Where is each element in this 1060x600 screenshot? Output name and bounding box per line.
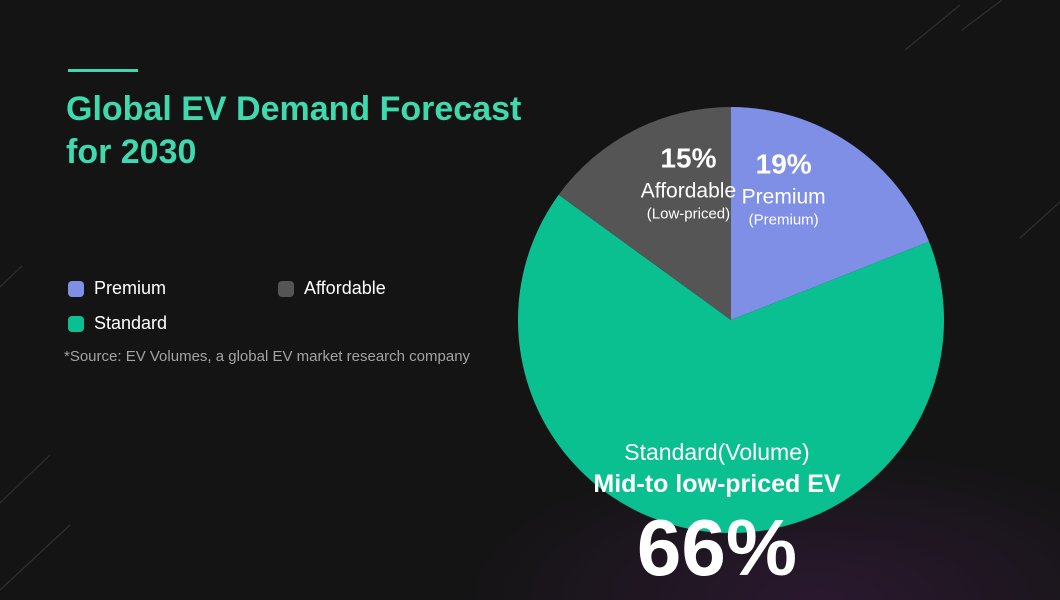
legend-label-standard: Standard (94, 313, 168, 333)
pie-slice-affordable (558, 107, 731, 320)
slice-percent-affordable: 15% (660, 142, 716, 173)
chart-title-line-1: Global EV Demand Forecast (66, 90, 522, 128)
legend-item-affordable: Affordable (278, 278, 386, 299)
deco-line (0, 265, 23, 288)
deco-line (961, 0, 1003, 31)
slice-label-affordable: Affordable (641, 179, 736, 202)
deco-line (1019, 201, 1060, 239)
chart-title: Global EV Demand Forecast for 2030 (66, 88, 586, 174)
legend-swatch-standard (68, 315, 84, 332)
legend-swatch-affordable (278, 280, 294, 297)
slice-sublabel-affordable: (Low-priced) (647, 205, 730, 222)
slice-percent-premium: 19% (756, 148, 812, 179)
deco-line (0, 524, 71, 591)
source-note: *Source: EV Volumes, a global EV market … (64, 348, 471, 365)
slice-label-premium: Premium (742, 185, 826, 208)
legend-item-premium: Premium (68, 278, 166, 299)
deco-line (904, 4, 961, 51)
pie-slice-premium (731, 107, 930, 320)
legend-label-affordable: Affordable (304, 278, 386, 298)
slice-sublabel-premium: (Premium) (749, 211, 819, 228)
slice-percent-standard: 66% (637, 503, 797, 592)
pie-slice-standard (518, 194, 944, 533)
legend: Premium Affordable Standard (68, 278, 488, 338)
legend-label-premium: Premium (94, 278, 167, 298)
deco-line (0, 454, 51, 504)
title-accent-line (68, 69, 138, 72)
legend-item-standard: Standard (68, 313, 167, 334)
legend-swatch-premium (68, 280, 84, 297)
slice-label-standard: Standard(Volume) (624, 439, 809, 465)
slice-sublabel-standard: Mid-to low-priced EV (593, 470, 841, 498)
chart-title-line-2: for 2030 (66, 133, 197, 171)
